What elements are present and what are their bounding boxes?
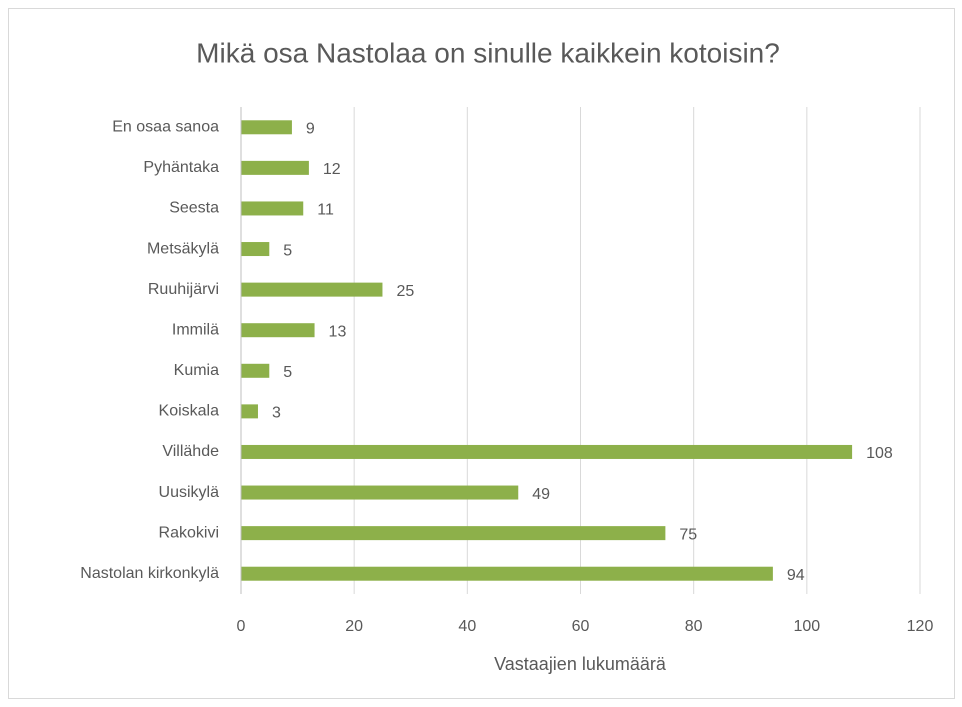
data-label: 3 (272, 405, 281, 422)
y-tick-label: Metsäkylä (147, 240, 219, 257)
y-tick-label: Kumia (174, 362, 219, 379)
data-label: 5 (283, 242, 292, 259)
bar (241, 201, 304, 216)
x-tick-label: 20 (345, 618, 363, 635)
data-label: 75 (679, 526, 697, 543)
y-tick-label: Nastolan kirkonkylä (80, 565, 219, 582)
x-tick-label: 0 (237, 618, 246, 635)
data-label: 5 (283, 364, 292, 381)
bar (241, 160, 309, 175)
y-tick-label: Ruuhijärvi (148, 281, 219, 298)
y-tick-label: Uusikylä (159, 484, 220, 501)
bar (241, 282, 383, 297)
bar (241, 404, 258, 419)
data-label: 49 (532, 486, 550, 503)
bar (241, 323, 315, 338)
data-label: 11 (317, 202, 334, 219)
bar (241, 120, 292, 135)
x-tick-label: 60 (572, 618, 590, 635)
x-tick-label: 100 (793, 618, 820, 635)
data-label: 13 (329, 323, 347, 340)
chart-title: Mikä osa Nastolaa on sinulle kaikkein ko… (196, 37, 780, 68)
y-tick-label: Pyhäntaka (143, 159, 219, 176)
y-tick-label: En osaa sanoa (112, 119, 219, 136)
x-tick-label: 40 (458, 618, 476, 635)
x-axis-title: Vastaajien lukumäärä (494, 654, 667, 674)
bar (241, 444, 853, 459)
bar (241, 242, 270, 257)
x-tick-label: 120 (907, 618, 934, 635)
data-label: 94 (787, 567, 805, 584)
y-tick-label: Immilä (172, 321, 219, 338)
data-label: 25 (396, 283, 414, 300)
bar (241, 485, 519, 500)
data-label: 9 (306, 121, 315, 138)
y-tick-label: Seesta (169, 200, 219, 217)
data-label: 108 (866, 445, 893, 462)
y-tick-label: Villähde (162, 443, 219, 460)
bar (241, 566, 773, 581)
bar (241, 526, 666, 541)
y-tick-label: Koiskala (159, 403, 220, 420)
chart-border (8, 8, 955, 699)
data-label: 12 (323, 161, 341, 178)
bar (241, 363, 270, 378)
y-tick-label: Rakokivi (159, 524, 219, 541)
x-tick-label: 80 (685, 618, 703, 635)
